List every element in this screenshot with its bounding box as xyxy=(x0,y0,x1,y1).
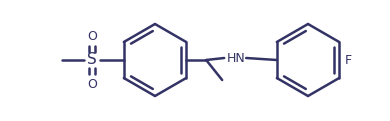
Text: S: S xyxy=(87,53,97,68)
Text: O: O xyxy=(87,77,97,91)
Text: O: O xyxy=(87,30,97,42)
Text: HN: HN xyxy=(227,52,246,64)
Text: F: F xyxy=(345,53,352,67)
